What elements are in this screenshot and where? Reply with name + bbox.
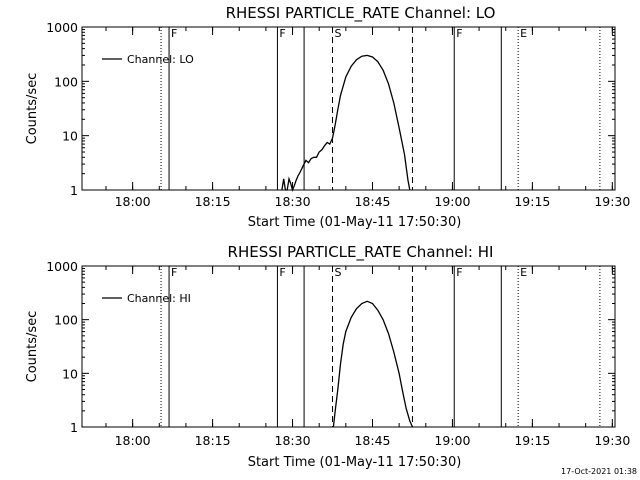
x-tick-label: 19:30 <box>594 433 630 448</box>
y-tick-label: 1000 <box>46 259 78 274</box>
y-tick-label: 10 <box>62 366 78 381</box>
marker-label: F <box>279 266 285 279</box>
marker-label: S <box>335 27 342 40</box>
x-tick-label: 18:00 <box>115 194 151 209</box>
marker-label: E <box>520 27 527 40</box>
chart-title: RHESSI PARTICLE_RATE Channel: LO <box>226 4 496 23</box>
x-axis-label: Start Time (01-May-11 17:50:30) <box>248 455 462 470</box>
y-tick-label: 1000 <box>46 20 78 35</box>
marker-label: F <box>279 27 285 40</box>
y-tick-label: 10 <box>62 129 78 144</box>
marker-label: S <box>335 266 342 279</box>
x-tick-label: 18:30 <box>275 194 311 209</box>
marker-label: E <box>520 266 527 279</box>
x-tick-label: 18:15 <box>195 194 231 209</box>
chart-panel-1: RHESSI PARTICLE_RATE Channel: HI 1 10 100 10… <box>25 243 630 470</box>
y-tick-label: 100 <box>54 74 78 89</box>
legend-entry: Channel: HI <box>127 292 191 305</box>
plot-frame <box>81 26 616 191</box>
chart-panel-0: RHESSI PARTICLE_RATE Channel: LO 1 10 100 10… <box>25 4 630 230</box>
legend-entry: Channel: LO <box>127 53 194 66</box>
series-line <box>332 300 414 428</box>
x-tick-label: 18:30 <box>275 433 311 448</box>
y-tick-label: 1 <box>70 183 78 198</box>
marker-label: F <box>171 266 177 279</box>
chart-title: RHESSI PARTICLE_RATE Channel: HI <box>228 243 494 262</box>
x-tick-label: 18:00 <box>115 433 151 448</box>
x-tick-label: 19:15 <box>514 433 550 448</box>
x-tick-label: 19:00 <box>434 433 470 448</box>
footer-timestamp: 17-Oct-2021 01:38 <box>561 467 637 476</box>
y-axis-label: Counts/sec <box>25 311 40 383</box>
marker-label: F <box>456 266 462 279</box>
x-axis-label: Start Time (01-May-11 17:50:30) <box>248 215 462 230</box>
marker-label: F <box>456 27 462 40</box>
x-tick-label: 18:45 <box>354 433 390 448</box>
x-tick-label: 18:45 <box>354 194 390 209</box>
x-tick-label: 19:00 <box>434 194 470 209</box>
y-axis-label: Counts/sec <box>25 73 40 145</box>
x-tick-label: 19:15 <box>514 194 550 209</box>
x-tick-label: 19:30 <box>594 194 630 209</box>
plot-frame <box>81 265 616 428</box>
y-tick-label: 1 <box>70 420 78 435</box>
y-tick-label: 100 <box>54 313 78 328</box>
marker-label: F <box>171 27 177 40</box>
x-tick-label: 18:15 <box>195 433 231 448</box>
series-line <box>281 54 411 192</box>
